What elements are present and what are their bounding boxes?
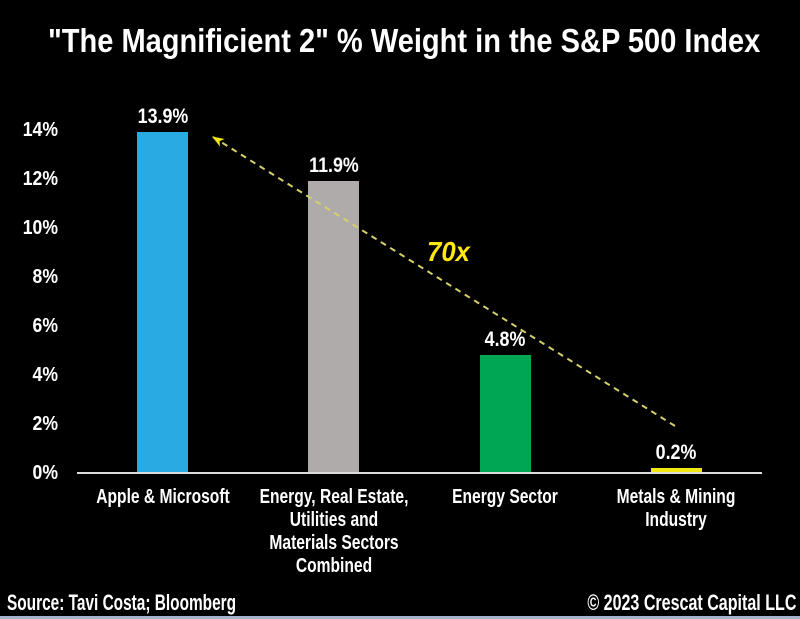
bar-value-label: 0.2% [656, 441, 697, 465]
category-label: Metals & Mining Industry [616, 486, 736, 531]
y-tick-label: 8% [32, 266, 58, 288]
x-axis-line [77, 472, 762, 474]
y-tick-label: 2% [32, 413, 58, 435]
y-tick-label: 14% [22, 119, 58, 141]
trend-arrow-line [212, 136, 676, 427]
category-label: Energy, Real Estate, Utilities and Mater… [259, 486, 409, 577]
category-label: Apple & Microsoft [95, 486, 230, 508]
bar-value-label: 13.9% [137, 105, 188, 129]
bar-3 [650, 468, 702, 473]
source-attribution: Source: Tavi Costa; Bloomberg [7, 590, 237, 615]
bottom-border [0, 616, 800, 619]
y-tick-label: 12% [22, 168, 58, 190]
bar-0 [137, 132, 189, 473]
y-tick-label: 6% [32, 315, 58, 337]
bar-1 [308, 181, 360, 473]
bar-value-label: 4.8% [484, 328, 526, 352]
chart-title: "The Magnificient 2" % Weight in the S&P… [48, 22, 761, 59]
category-label: Energy Sector [452, 486, 559, 508]
multiplier-annotation: 70x [427, 236, 470, 267]
copyright-notice: © 2023 Crescat Capital LLC [586, 590, 796, 615]
y-tick-label: 4% [32, 364, 58, 386]
y-tick-label: 0% [32, 462, 58, 484]
bar-value-label: 11.9% [309, 154, 359, 178]
bar-2 [479, 355, 531, 473]
y-tick-label: 10% [22, 217, 58, 239]
